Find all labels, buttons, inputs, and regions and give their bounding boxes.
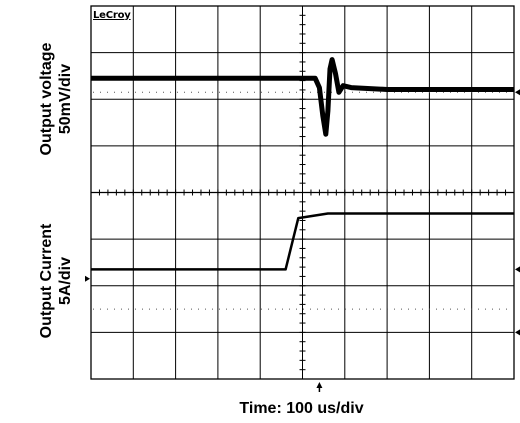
channel1-label: Output voltage 50mV/div [37, 0, 75, 199]
channel2-name: Output Current [38, 223, 55, 339]
scope-grid [90, 5, 515, 380]
channel1-name: Output voltage [38, 42, 55, 156]
ch2-ground-marker-icon [85, 275, 90, 282]
output-current-trace [91, 212, 514, 271]
output-voltage-trace [91, 57, 514, 137]
brand-logo: LeCroy [93, 10, 131, 21]
ch1-trigger-level-icon [515, 89, 520, 96]
scope-markers [85, 89, 520, 392]
channel2-label: Output Current 5A/div [37, 181, 75, 381]
ch2-trigger-level-icon [515, 266, 520, 273]
channel2-scale: 5A/div [57, 257, 74, 306]
ch2-offset-marker-icon [515, 329, 520, 336]
x-axis-label: Time: 100 us/div [239, 400, 364, 417]
channel1-scale: 50mV/div [57, 63, 74, 135]
trigger-arrow-icon [316, 382, 323, 388]
scope-traces [91, 57, 514, 271]
